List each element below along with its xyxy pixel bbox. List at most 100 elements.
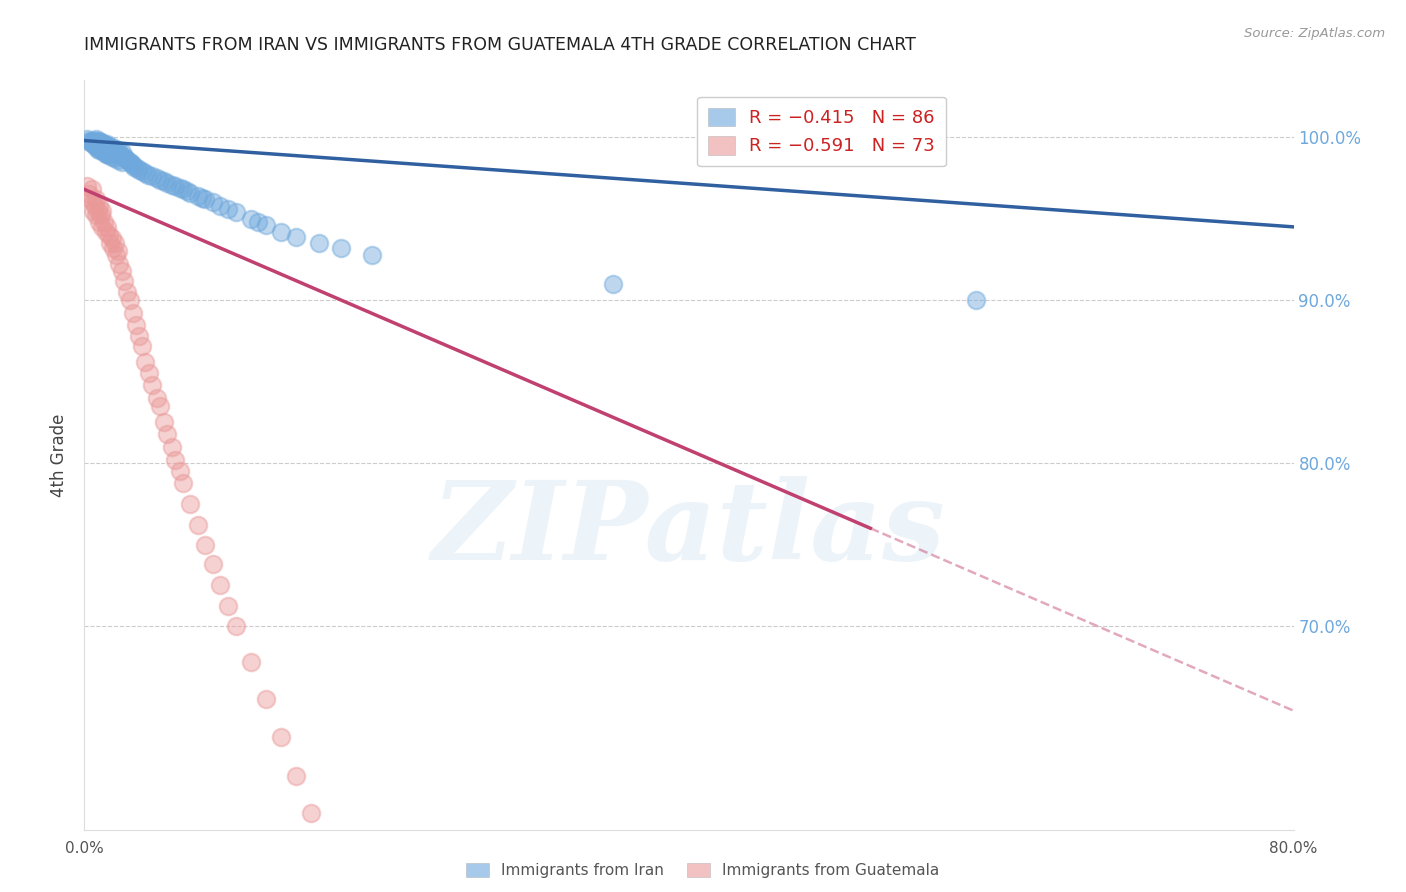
- Point: [96, 136, 118, 151]
- Point: [112, 274, 135, 288]
- Point: [187, 518, 209, 533]
- Point: [160, 178, 183, 192]
- Point: [146, 171, 169, 186]
- Point: [172, 182, 194, 196]
- Point: [270, 730, 292, 744]
- Point: [128, 329, 150, 343]
- Point: [91, 136, 114, 151]
- Y-axis label: 4th Grade: 4th Grade: [51, 413, 69, 497]
- Point: [87, 142, 110, 156]
- Point: [285, 769, 308, 783]
- Point: [285, 229, 308, 244]
- Point: [225, 619, 247, 633]
- Point: [131, 164, 153, 178]
- Point: [82, 195, 104, 210]
- Point: [111, 264, 134, 278]
- Point: [156, 426, 179, 441]
- Point: [96, 219, 118, 234]
- Point: [165, 452, 187, 467]
- Point: [96, 146, 118, 161]
- Point: [107, 244, 129, 259]
- Point: [104, 152, 127, 166]
- Point: [128, 162, 150, 177]
- Point: [91, 219, 114, 234]
- Point: [112, 150, 135, 164]
- Point: [136, 168, 159, 182]
- Point: [101, 241, 124, 255]
- Legend: R = −0.415   N = 86, R = −0.591   N = 73: R = −0.415 N = 86, R = −0.591 N = 73: [697, 97, 946, 166]
- Point: [82, 134, 104, 148]
- Point: [108, 146, 131, 161]
- Point: [160, 440, 183, 454]
- Point: [217, 599, 239, 614]
- Point: [97, 148, 120, 162]
- Point: [91, 203, 114, 218]
- Point: [315, 847, 337, 861]
- Point: [107, 148, 129, 162]
- Point: [209, 199, 232, 213]
- Point: [90, 135, 112, 149]
- Point: [90, 142, 112, 156]
- Legend: Immigrants from Iran, Immigrants from Guatemala: Immigrants from Iran, Immigrants from Gu…: [460, 857, 946, 884]
- Point: [76, 179, 98, 194]
- Point: [110, 148, 132, 162]
- Point: [93, 136, 115, 151]
- Text: Source: ZipAtlas.com: Source: ZipAtlas.com: [1244, 27, 1385, 40]
- Point: [86, 209, 108, 223]
- Point: [134, 166, 156, 180]
- Point: [84, 135, 107, 149]
- Point: [254, 219, 277, 233]
- Point: [87, 203, 110, 218]
- Point: [98, 236, 121, 251]
- Point: [131, 339, 153, 353]
- Point: [115, 153, 138, 167]
- Point: [89, 144, 111, 158]
- Point: [100, 140, 122, 154]
- Point: [97, 227, 120, 242]
- Point: [86, 134, 108, 148]
- Point: [111, 154, 134, 169]
- Point: [239, 211, 262, 226]
- Point: [153, 174, 176, 188]
- Point: [176, 184, 198, 198]
- Point: [134, 355, 156, 369]
- Point: [97, 140, 120, 154]
- Point: [105, 145, 128, 159]
- Point: [149, 172, 172, 186]
- Point: [153, 415, 176, 429]
- Point: [89, 135, 111, 149]
- Point: [107, 144, 129, 158]
- Point: [169, 181, 191, 195]
- Point: [84, 138, 107, 153]
- Point: [330, 241, 353, 255]
- Point: [121, 158, 143, 172]
- Point: [82, 136, 104, 151]
- Point: [107, 153, 129, 167]
- Point: [114, 152, 136, 166]
- Point: [93, 145, 115, 159]
- Point: [98, 142, 121, 156]
- Point: [76, 132, 98, 146]
- Point: [169, 464, 191, 478]
- Point: [120, 156, 142, 170]
- Point: [79, 135, 101, 149]
- Point: [104, 142, 127, 156]
- Point: [80, 182, 103, 196]
- Point: [187, 189, 209, 203]
- Point: [89, 138, 111, 153]
- Point: [225, 205, 247, 219]
- Point: [90, 209, 112, 223]
- Point: [165, 179, 187, 194]
- Point: [254, 692, 277, 706]
- Point: [89, 134, 111, 148]
- Point: [127, 161, 149, 176]
- Point: [101, 144, 124, 158]
- Point: [209, 578, 232, 592]
- Point: [239, 655, 262, 669]
- Point: [201, 195, 224, 210]
- Point: [270, 225, 292, 239]
- Point: [149, 399, 172, 413]
- Point: [217, 202, 239, 216]
- Point: [194, 537, 217, 551]
- Point: [105, 247, 128, 261]
